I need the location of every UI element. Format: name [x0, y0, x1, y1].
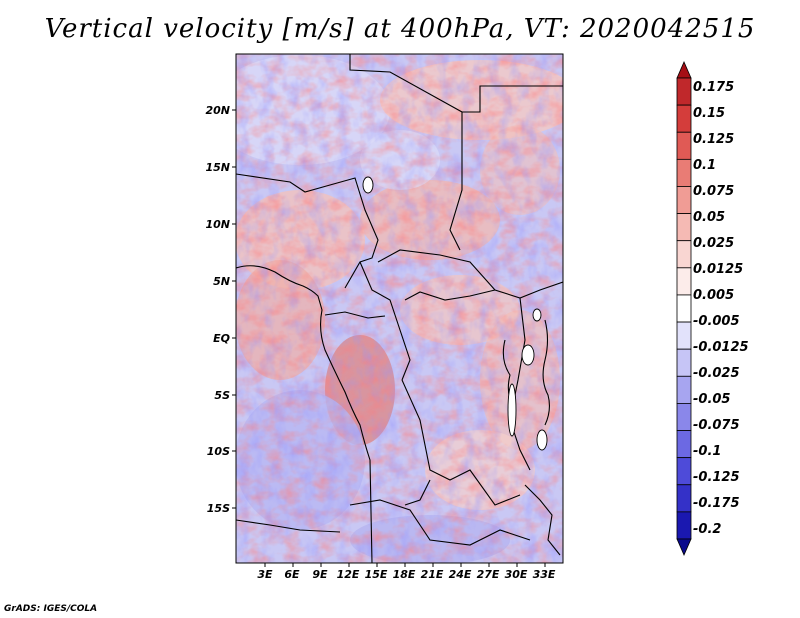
- colorbar-label: 0.0125: [693, 262, 744, 277]
- lat-label: EQ: [213, 332, 230, 345]
- lon-label: 27E: [476, 568, 500, 581]
- colorbar-label: -0.125: [693, 470, 740, 485]
- colorbar-label: -0.025: [693, 366, 740, 381]
- colorbar-segment: [676, 484, 692, 513]
- colorbar-label: 0.175: [693, 80, 735, 95]
- credit-text: GrADS: IGES/COLA: [4, 604, 98, 614]
- lat-label: 5N: [213, 275, 230, 288]
- colorbar-segment: [676, 538, 692, 556]
- colorbar-segment: [676, 131, 692, 160]
- lon-label: 24E: [448, 568, 472, 581]
- lon-label: 33E: [532, 568, 556, 581]
- lon-label: 6E: [284, 568, 300, 581]
- colorbar-label: 0.005: [693, 288, 735, 303]
- colorbar: [676, 61, 692, 556]
- colorbar-segment: [676, 321, 692, 350]
- colorbar-label: -0.05: [693, 392, 731, 407]
- colorbar-segment: [676, 186, 692, 214]
- lat-label: 10N: [205, 218, 230, 231]
- colorbar-label: 0.05: [693, 210, 726, 225]
- lat-label: 5S: [214, 389, 230, 402]
- colorbar-segment: [676, 348, 692, 377]
- colorbar-segment: [676, 77, 692, 106]
- lat-label: 20N: [205, 104, 230, 117]
- colorbar-label: 0.025: [693, 236, 735, 251]
- colorbar-label: 0.1: [693, 158, 717, 173]
- colorbar-segment: [676, 375, 692, 404]
- colorbar-label: 0.075: [693, 184, 735, 199]
- colorbar-segment: [676, 294, 692, 323]
- colorbar-segment: [676, 158, 692, 187]
- lon-label: 15E: [364, 568, 388, 581]
- colorbar-segment: [676, 267, 692, 296]
- colorbar-segment: [676, 403, 692, 431]
- colorbar-label: -0.1: [693, 444, 722, 459]
- lat-label: 10S: [206, 445, 230, 458]
- colorbar-segment: [676, 213, 692, 242]
- colorbar-segment: [676, 104, 692, 133]
- lon-label: 9E: [312, 568, 328, 581]
- lon-label: 3E: [257, 568, 273, 581]
- colorbar-label: -0.075: [693, 418, 740, 433]
- colorbar-label: -0.0125: [693, 340, 749, 355]
- colorbar-segment: [676, 457, 692, 486]
- colorbar-label: -0.2: [693, 522, 722, 537]
- colorbar-segment: [676, 511, 692, 540]
- colorbar-label: -0.175: [693, 496, 740, 511]
- lat-label: 15S: [206, 502, 230, 515]
- colorbar-segment: [676, 240, 692, 269]
- colorbar-label: 0.125: [693, 132, 735, 147]
- velocity-field: [236, 54, 563, 563]
- lon-label: 30E: [504, 568, 528, 581]
- lon-label: 21E: [420, 568, 444, 581]
- lat-label: 15N: [205, 161, 230, 174]
- colorbar-segment: [676, 61, 692, 79]
- colorbar-label: -0.005: [693, 314, 740, 329]
- map-title: Vertical velocity [m/s] at 400hPa, VT: 2…: [44, 14, 756, 44]
- colorbar-segment: [676, 430, 692, 459]
- colorbar-label: 0.15: [693, 106, 726, 121]
- lon-label: 12E: [336, 568, 360, 581]
- lon-label: 18E: [392, 568, 416, 581]
